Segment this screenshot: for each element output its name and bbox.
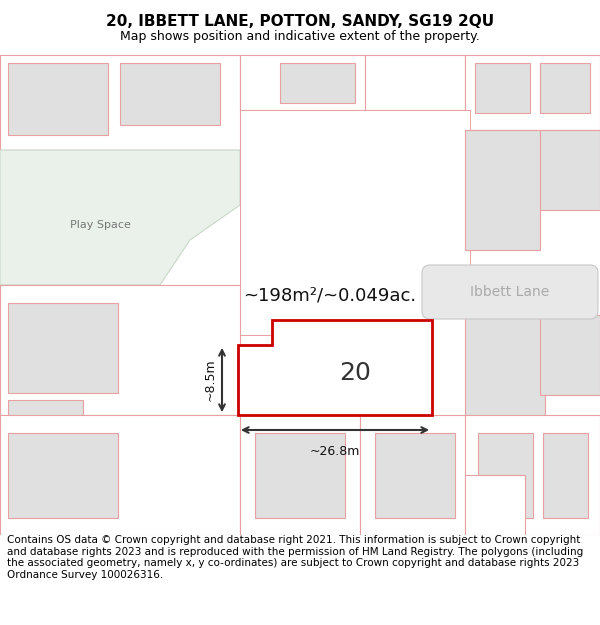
Polygon shape — [360, 120, 425, 195]
Polygon shape — [540, 315, 600, 395]
Polygon shape — [465, 315, 545, 425]
Polygon shape — [465, 415, 600, 535]
Polygon shape — [120, 63, 220, 125]
Polygon shape — [365, 55, 465, 110]
Polygon shape — [540, 130, 600, 210]
Text: Map shows position and indicative extent of the property.: Map shows position and indicative extent… — [120, 30, 480, 43]
Polygon shape — [375, 433, 455, 518]
Polygon shape — [8, 303, 118, 393]
Text: ~8.5m: ~8.5m — [203, 359, 217, 401]
Polygon shape — [240, 110, 470, 310]
Text: ~26.8m: ~26.8m — [310, 445, 360, 458]
Polygon shape — [465, 55, 600, 130]
Polygon shape — [465, 475, 525, 535]
Polygon shape — [465, 130, 540, 250]
Text: Ibbett Lane: Ibbett Lane — [470, 285, 550, 299]
Polygon shape — [0, 55, 240, 150]
Polygon shape — [475, 63, 530, 113]
Polygon shape — [0, 285, 240, 415]
Polygon shape — [0, 415, 240, 535]
Polygon shape — [360, 415, 470, 535]
Polygon shape — [255, 433, 345, 518]
Polygon shape — [0, 55, 600, 535]
Polygon shape — [8, 63, 108, 135]
Text: ~198m²/~0.049ac.: ~198m²/~0.049ac. — [244, 286, 416, 304]
Polygon shape — [255, 120, 345, 195]
Polygon shape — [280, 63, 355, 103]
Text: 20, IBBETT LANE, POTTON, SANDY, SG19 2QU: 20, IBBETT LANE, POTTON, SANDY, SG19 2QU — [106, 14, 494, 29]
Text: Contains OS data © Crown copyright and database right 2021. This information is : Contains OS data © Crown copyright and d… — [7, 535, 583, 580]
Polygon shape — [540, 63, 590, 113]
Polygon shape — [478, 433, 533, 518]
Polygon shape — [0, 150, 240, 285]
Polygon shape — [240, 110, 470, 335]
Polygon shape — [8, 400, 83, 445]
Polygon shape — [543, 433, 588, 518]
Polygon shape — [238, 320, 432, 415]
Text: Play Space: Play Space — [70, 220, 130, 230]
Polygon shape — [8, 433, 118, 518]
Polygon shape — [240, 415, 360, 535]
FancyBboxPatch shape — [422, 265, 598, 319]
Polygon shape — [240, 55, 365, 110]
Text: 20: 20 — [339, 361, 371, 384]
